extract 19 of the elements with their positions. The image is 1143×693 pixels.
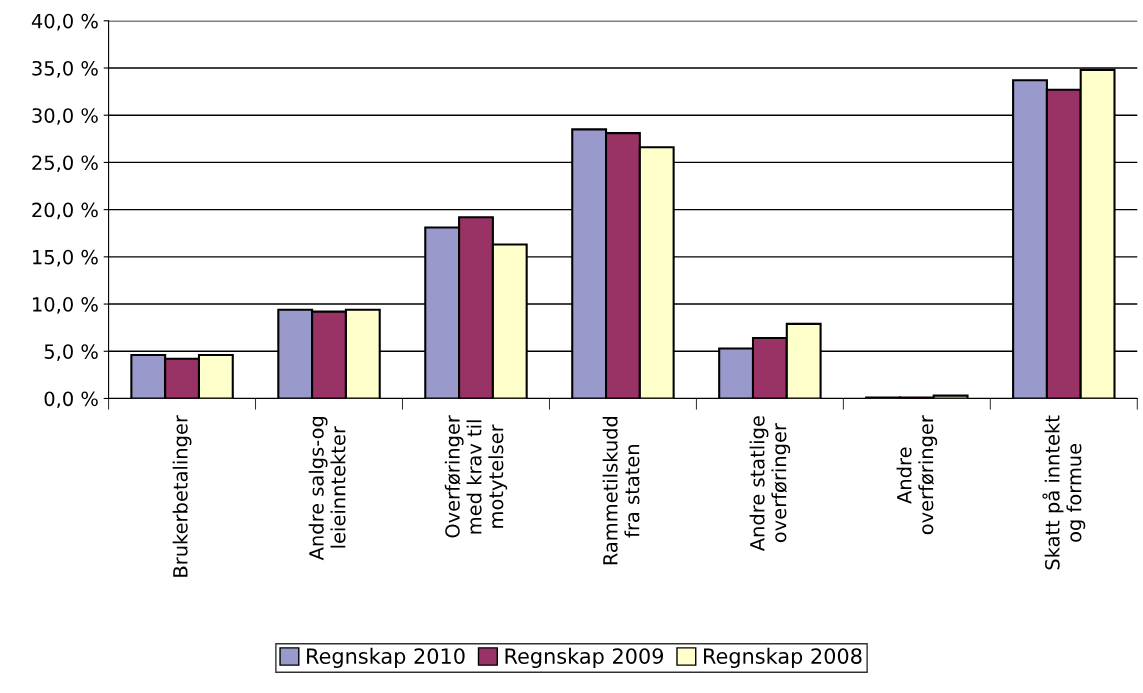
x-tick-label: Andre overføringer (896, 415, 938, 535)
y-tick-label: 5,0 % (44, 344, 98, 361)
x-tick-label: Overføringer med krav til motytelser (444, 415, 508, 538)
legend-label: Regnskap 2008 (704, 647, 862, 669)
y-tick-label: 40,0 % (31, 13, 98, 31)
x-tick-label: Brukerbetalinger (172, 415, 192, 577)
y-tick-label: 0,0 % (44, 391, 98, 409)
legend-label: Regnskap 2010 (307, 647, 465, 669)
y-tick-label: 25,0 % (32, 155, 98, 173)
x-tick-label: Rammetilskudd fra staten (602, 416, 640, 565)
y-tick-label: 35,0 % (32, 60, 98, 78)
y-tick-label: 20,0 % (32, 202, 98, 220)
y-tick-label: 30,0 % (32, 108, 98, 125)
x-tick-label: Andre statlige overføringer (749, 416, 791, 552)
x-tick-label: Skatt på inntekt og formue (1042, 415, 1086, 570)
legend-label: Regnskap 2009 (505, 647, 664, 669)
x-tick-label: Andre salgs-og leieinntekter (308, 416, 346, 561)
y-tick-label: 15,0 % (33, 249, 98, 267)
y-tick-label: 10,0 % (33, 297, 98, 314)
